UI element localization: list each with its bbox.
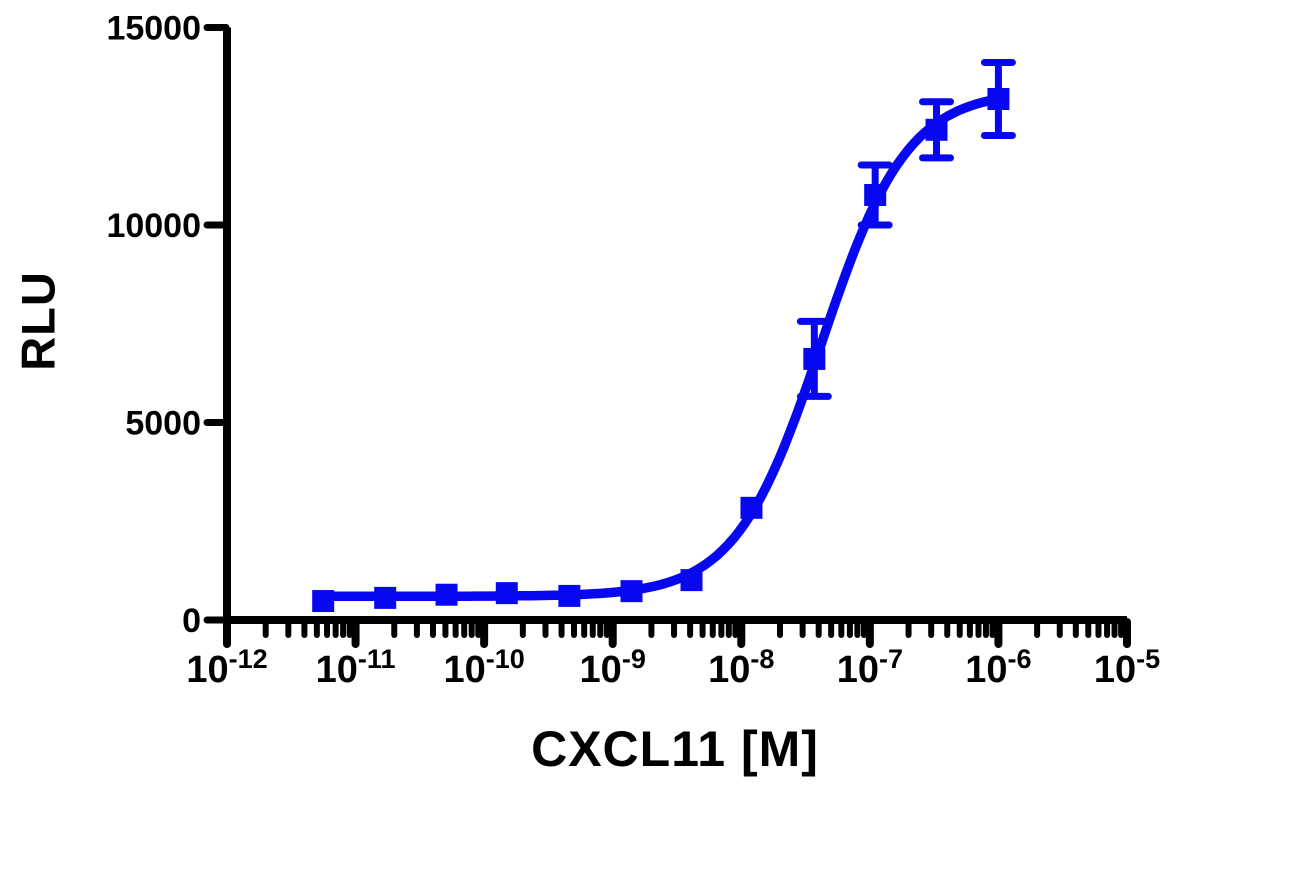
y-tick-label: 10000 (106, 207, 201, 245)
data-point (680, 569, 703, 592)
data-point (312, 590, 335, 613)
x-axis-title: CXCL11 [M] (531, 721, 819, 778)
y-tick-label: 15000 (106, 10, 201, 48)
x-tick-label: 10-11 (316, 644, 396, 691)
x-tick-label: 10-12 (186, 644, 267, 691)
data-point (864, 183, 887, 206)
x-tick-label: 10-5 (1094, 644, 1160, 691)
x-tick-label: 10-6 (965, 644, 1031, 691)
data-point (435, 583, 458, 606)
data-point (374, 586, 397, 609)
data-point (925, 118, 948, 141)
data-point (620, 580, 643, 603)
data-point (987, 87, 1010, 110)
y-tick-label: 0 (182, 602, 201, 640)
data-point (803, 347, 826, 370)
data-point (740, 496, 763, 519)
data-point (558, 584, 581, 607)
fit-curve (318, 94, 1004, 602)
y-axis-title: RLU (11, 271, 65, 371)
x-tick-label: 10-8 (708, 644, 774, 691)
x-tick-label: 10-9 (580, 644, 646, 691)
data-point (495, 582, 518, 605)
x-tick-label: 10-7 (837, 644, 903, 691)
axes-frame (223, 27, 1127, 624)
x-tick-label: 10-10 (443, 644, 524, 691)
y-tick-label: 5000 (125, 405, 201, 443)
